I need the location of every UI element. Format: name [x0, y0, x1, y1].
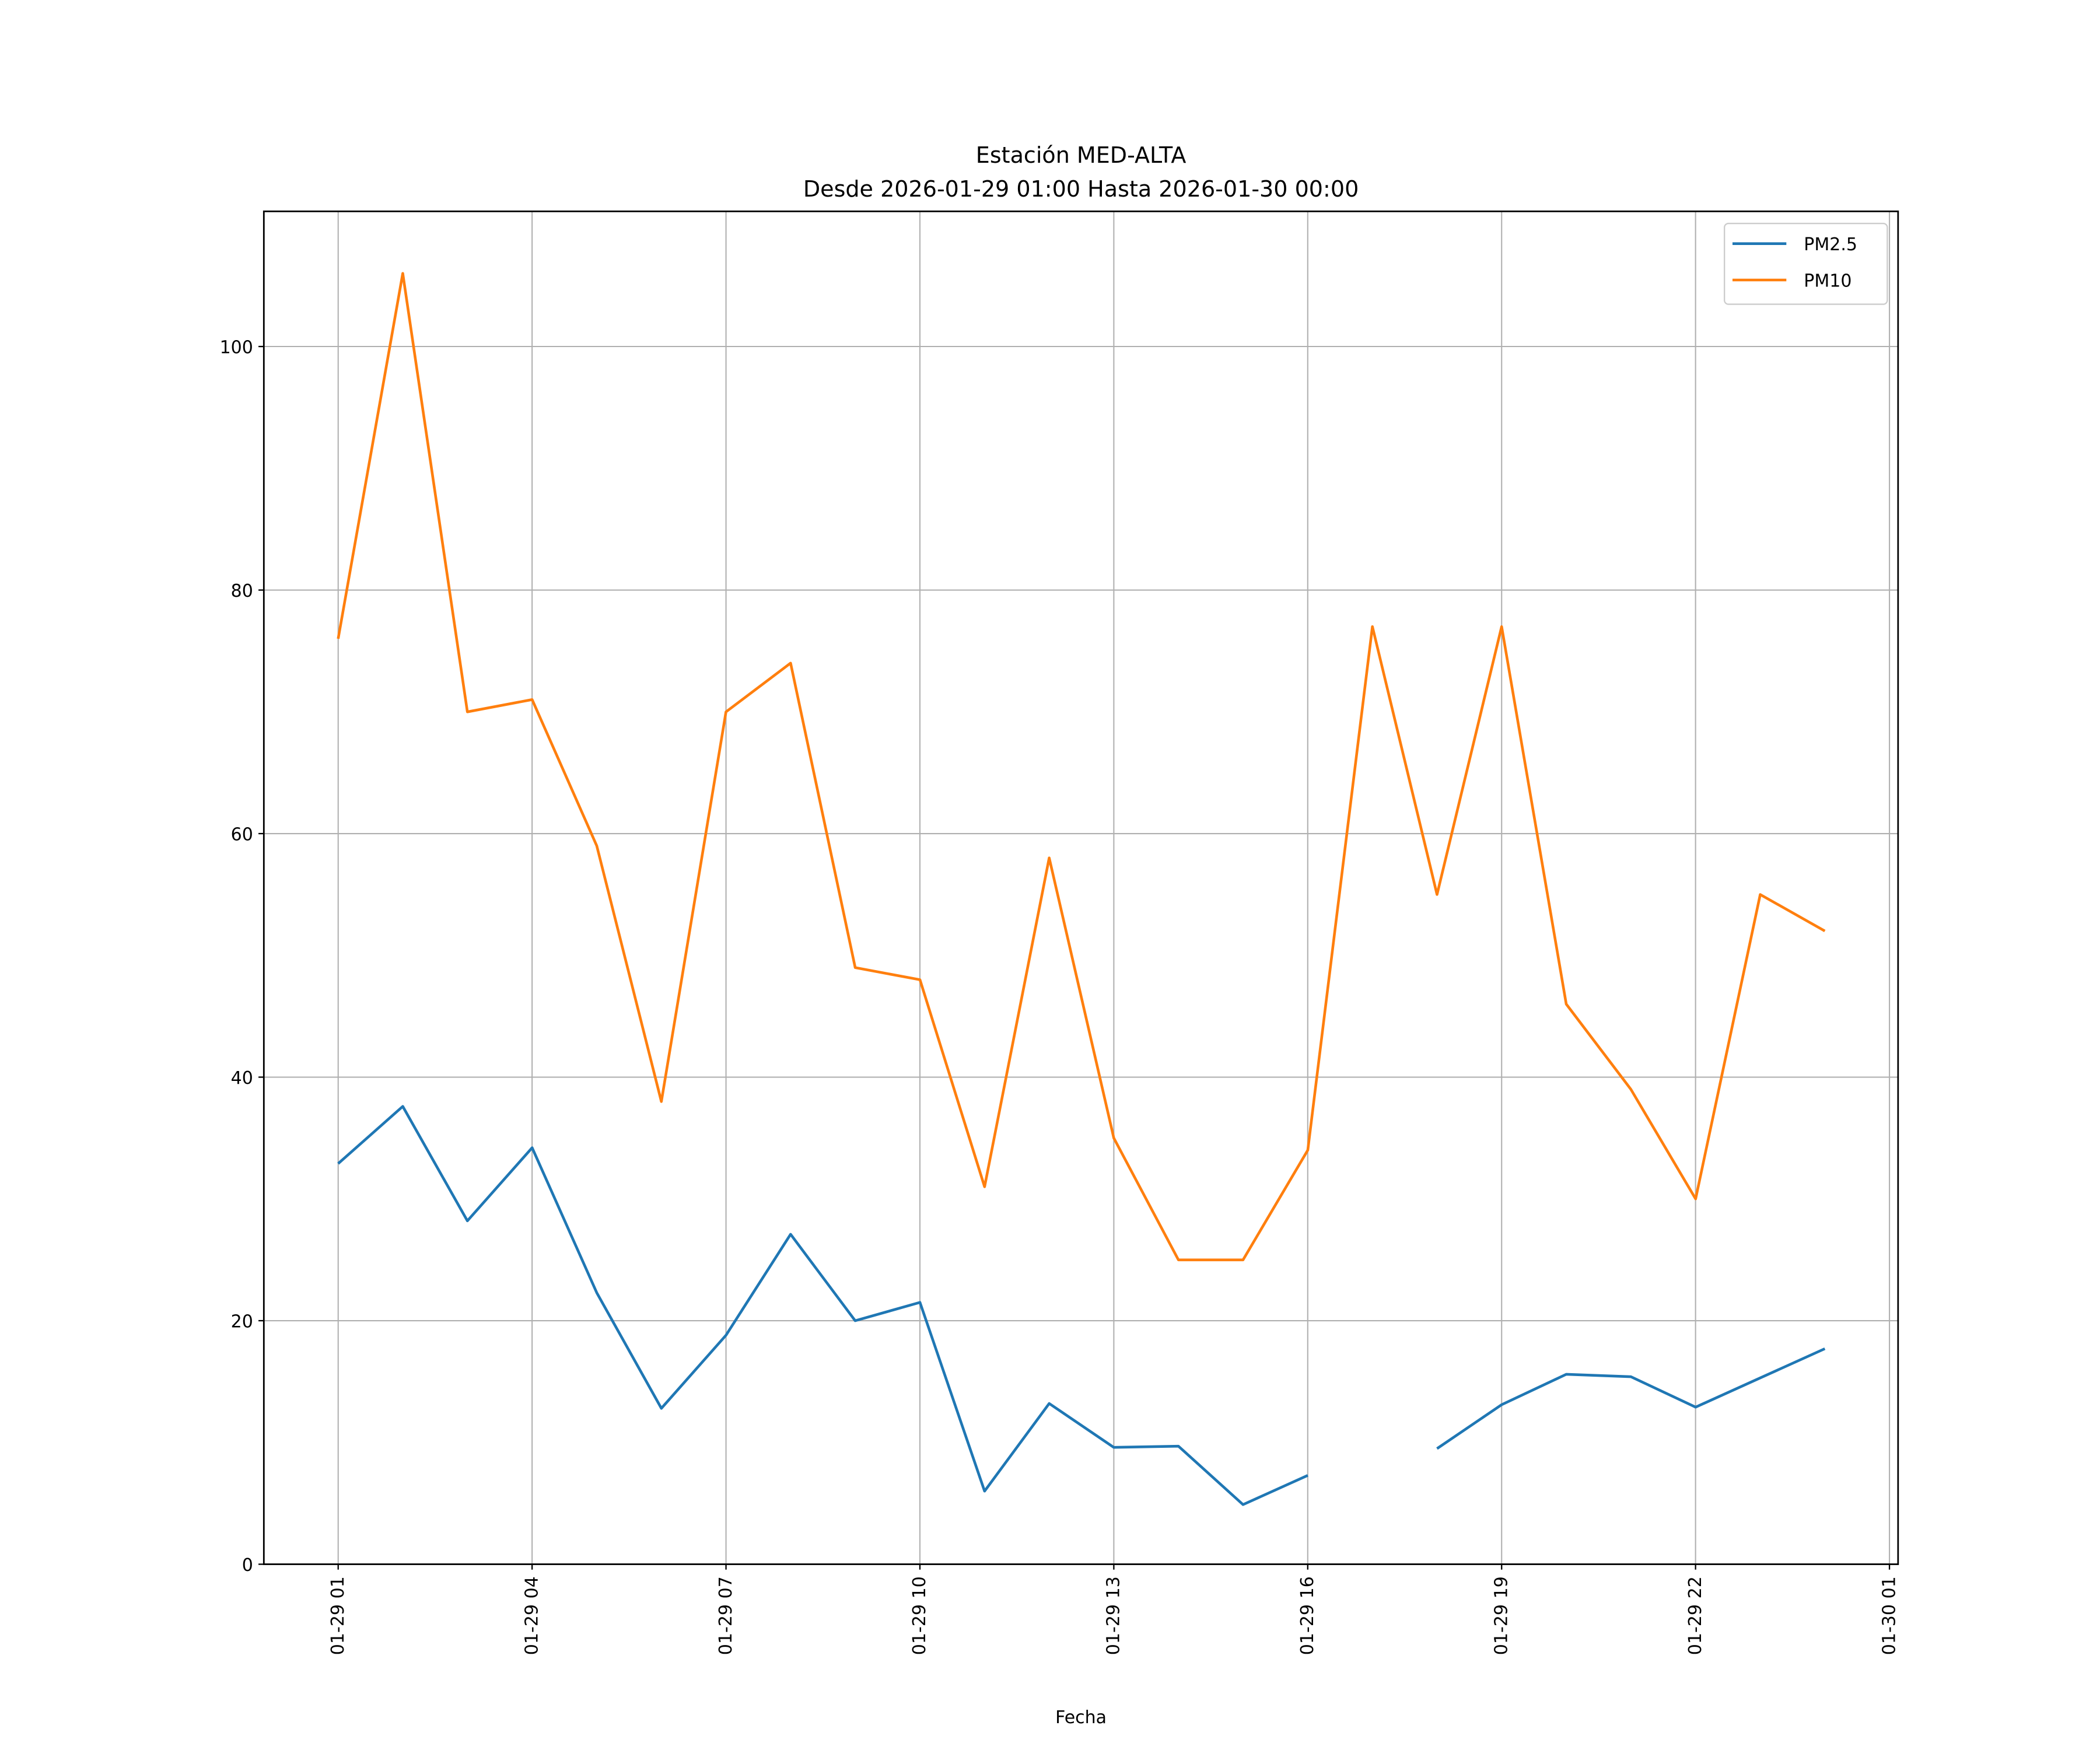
y-tick-label: 60	[231, 825, 253, 845]
x-tick-label: 01-29 04	[522, 1576, 542, 1655]
y-axis: 0 20 40 60 80 100	[220, 338, 264, 1576]
x-axis-label: Fecha	[1055, 1707, 1107, 1728]
chart-subtitle: Desde 2026-01-29 01:00 Hasta 2026-01-30 …	[803, 176, 1359, 202]
x-tick-label: 01-29 22	[1685, 1576, 1706, 1655]
series-line-pm25	[1436, 1347, 1826, 1450]
x-tick-label: 01-30 01	[1879, 1576, 1899, 1655]
legend: PM2.5 PM10	[1723, 222, 1888, 305]
x-axis: 01-29 01 01-29 04 01-29 07 01-29 10 01-29 13…	[328, 1564, 1899, 1655]
x-tick-label: 01-29 07	[716, 1576, 736, 1655]
x-tick-label: 01-29 13	[1104, 1576, 1124, 1655]
x-tick-label: 01-29 19	[1491, 1576, 1511, 1655]
grid	[264, 211, 1898, 1565]
series-line-pm25	[337, 1105, 1308, 1506]
series-lines	[337, 272, 1826, 1506]
x-tick-label: 01-29 01	[328, 1576, 348, 1655]
legend-label: PM10	[1804, 271, 1852, 292]
x-tick-label: 01-29 10	[909, 1576, 930, 1655]
y-tick-label: 20	[231, 1312, 253, 1332]
series-line-pm10	[337, 272, 1826, 1262]
plot-frame	[262, 210, 1899, 1565]
chart-title: Estación MED-ALTA	[976, 142, 1186, 168]
y-tick-label: 40	[231, 1068, 253, 1088]
x-tick-label: 01-29 16	[1297, 1576, 1318, 1655]
y-tick-label: 100	[220, 338, 253, 358]
legend-label: PM2.5	[1804, 235, 1857, 255]
y-tick-label: 80	[231, 581, 253, 601]
y-tick-label: 0	[242, 1555, 253, 1576]
